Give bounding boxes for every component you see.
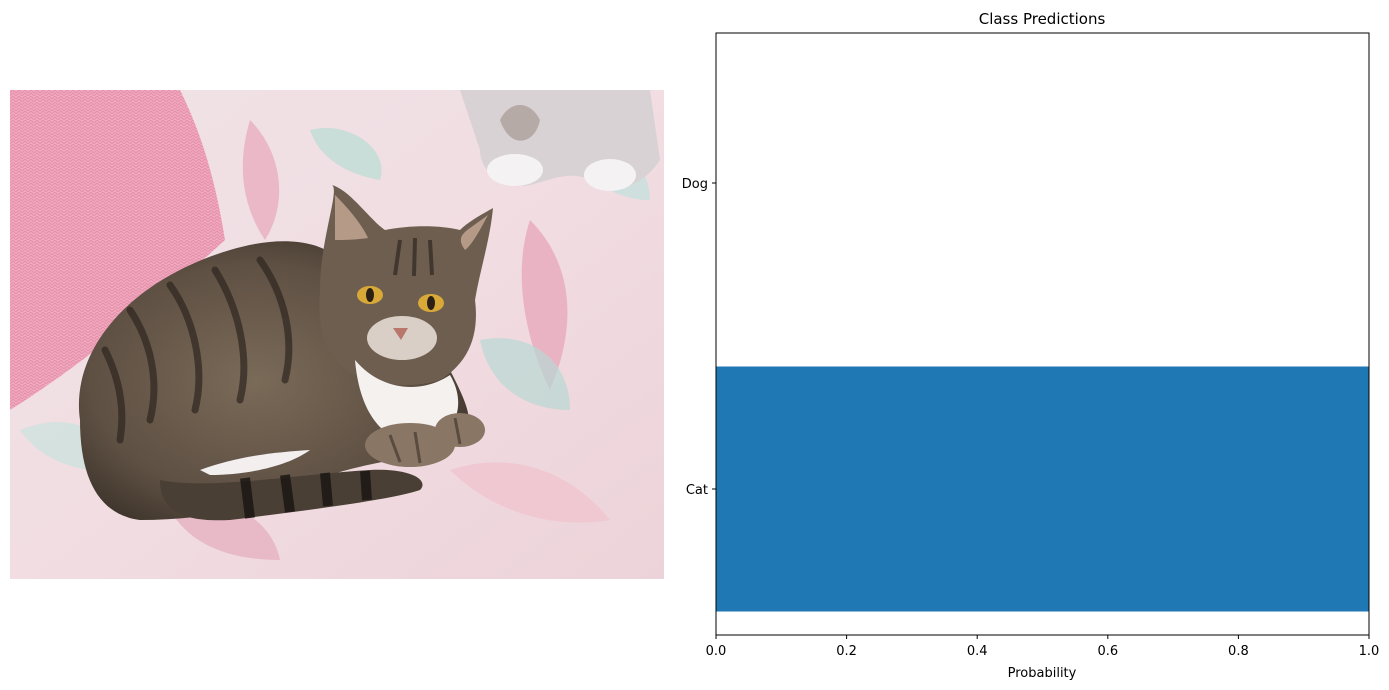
x-tick-label: 0.4 xyxy=(967,644,988,659)
x-tick-label: 0.8 xyxy=(1228,644,1249,659)
x-tick-label: 0.2 xyxy=(836,644,857,659)
x-tick-label: 0.0 xyxy=(706,644,727,659)
x-tick-label: 0.6 xyxy=(1097,644,1118,659)
x-axis-label: Probability xyxy=(1008,666,1077,681)
chart-title: Class Predictions xyxy=(979,10,1106,28)
x-tick-label: 1.0 xyxy=(1359,644,1380,659)
cat-photo xyxy=(10,90,664,579)
plot-frame xyxy=(715,32,1370,636)
bar-cat xyxy=(716,366,1369,612)
y-tick-label-dog: Dog xyxy=(682,177,708,192)
y-tick-label-cat: Cat xyxy=(686,483,708,498)
